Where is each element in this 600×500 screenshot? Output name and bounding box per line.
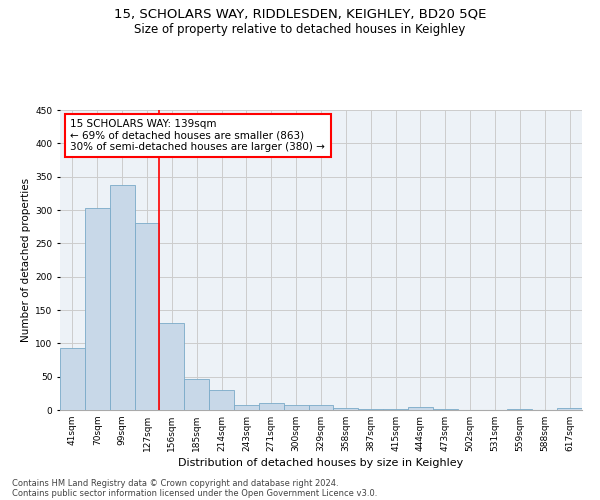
Bar xyxy=(134,224,160,410)
Bar xyxy=(334,408,358,410)
Bar xyxy=(160,324,184,410)
Text: Contains public sector information licensed under the Open Government Licence v3: Contains public sector information licen… xyxy=(12,488,377,498)
Bar xyxy=(508,408,532,410)
Bar xyxy=(184,380,209,410)
Bar xyxy=(358,408,383,410)
Bar xyxy=(209,390,234,410)
Bar xyxy=(259,404,284,410)
Bar xyxy=(284,404,308,410)
Bar xyxy=(110,186,134,410)
Bar xyxy=(308,406,334,410)
Text: 15 SCHOLARS WAY: 139sqm
← 69% of detached houses are smaller (863)
30% of semi-d: 15 SCHOLARS WAY: 139sqm ← 69% of detache… xyxy=(70,119,325,152)
Bar xyxy=(234,404,259,410)
Text: 15, SCHOLARS WAY, RIDDLESDEN, KEIGHLEY, BD20 5QE: 15, SCHOLARS WAY, RIDDLESDEN, KEIGHLEY, … xyxy=(114,8,486,20)
Bar xyxy=(557,408,582,410)
Bar xyxy=(60,348,85,410)
X-axis label: Distribution of detached houses by size in Keighley: Distribution of detached houses by size … xyxy=(178,458,464,468)
Bar xyxy=(85,208,110,410)
Text: Size of property relative to detached houses in Keighley: Size of property relative to detached ho… xyxy=(134,22,466,36)
Bar xyxy=(408,408,433,410)
Y-axis label: Number of detached properties: Number of detached properties xyxy=(21,178,31,342)
Text: Contains HM Land Registry data © Crown copyright and database right 2024.: Contains HM Land Registry data © Crown c… xyxy=(12,478,338,488)
